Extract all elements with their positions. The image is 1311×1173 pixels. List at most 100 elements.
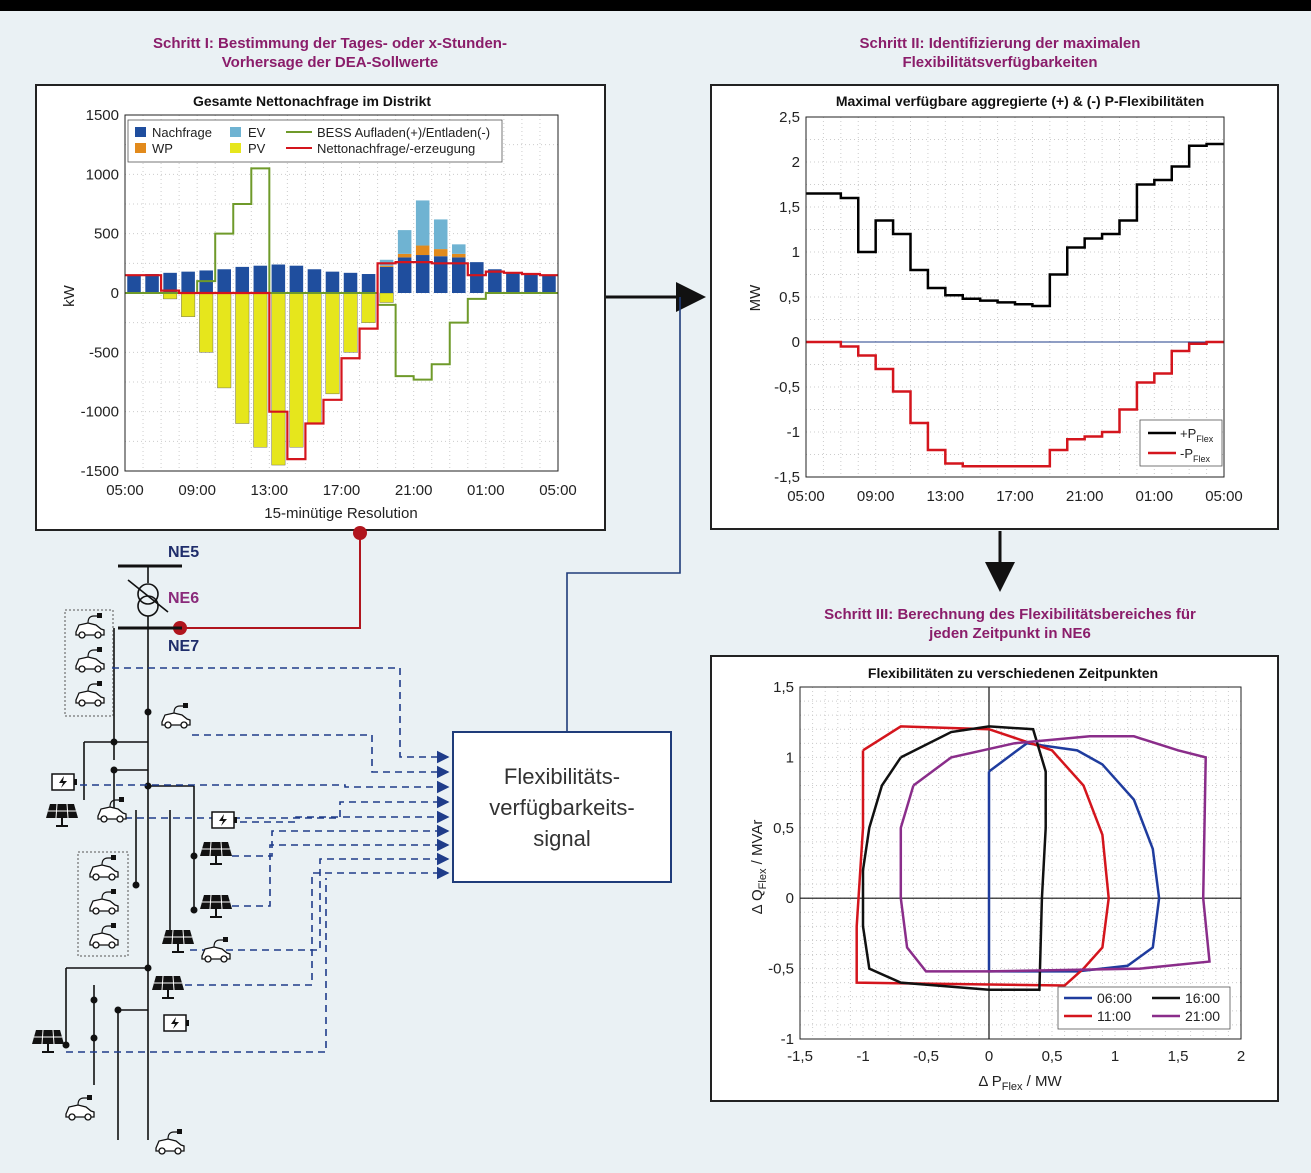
chart2-ytick-label: 1 xyxy=(792,244,800,261)
chart1-bar-pv xyxy=(235,292,250,424)
chart3-ylabel: Δ QFlex / MVAr xyxy=(749,820,769,915)
legend-pv-label: PV xyxy=(248,141,266,156)
chart1-bar-pv xyxy=(379,292,394,303)
chart2-ytick-label: -1,5 xyxy=(774,469,800,486)
ev-plug-head xyxy=(119,797,124,802)
step3-title-line2: jeden Zeitpunkt in NE6 xyxy=(929,625,1091,642)
solar-panel-icon xyxy=(200,894,232,918)
chart1-bar-nachfrage xyxy=(415,255,430,293)
chart3-xtick-label: -1 xyxy=(856,1048,869,1065)
chart3-xtick-label: 2 xyxy=(1237,1048,1245,1065)
chart1-xtick-label: 05:00 xyxy=(539,482,577,499)
legend-2100-label: 21:00 xyxy=(1185,1008,1220,1024)
ev-plug-head xyxy=(111,855,116,860)
ev-car-wheel xyxy=(94,665,102,673)
chart3-xtick-label: 1 xyxy=(1111,1048,1119,1065)
ev-car-wheel xyxy=(94,699,102,707)
chart1-xtick-label: 17:00 xyxy=(323,482,361,499)
ev-car-wheel xyxy=(204,955,212,963)
ev-car-icon xyxy=(89,855,119,881)
battery-terminal xyxy=(74,779,77,785)
ev-car-wheel xyxy=(78,665,86,673)
chart3-curve-1600 xyxy=(861,725,1047,991)
ev-car-icon xyxy=(161,703,191,729)
chart3-ylabel-main: Δ Q xyxy=(749,889,766,914)
chart1-bar-nachfrage xyxy=(127,275,141,293)
chart2-ytick-label: -0,5 xyxy=(774,379,800,396)
battery-icon xyxy=(163,1014,189,1032)
ev-car-wheel xyxy=(84,1113,92,1121)
chart1-bar-nachfrage xyxy=(145,274,159,293)
chart3-ytick-label: 0,5 xyxy=(773,820,794,837)
ev-plug-cable xyxy=(101,925,112,934)
ne6-label: NE6 xyxy=(168,590,200,607)
solar-panel-icon xyxy=(32,1029,64,1053)
chart1-bar-pv xyxy=(271,292,286,466)
ev-plug-head xyxy=(183,703,188,708)
chart1-ytick-label: -1500 xyxy=(81,463,119,480)
chart3-xtick-label: 1,5 xyxy=(1168,1048,1189,1065)
chart1-bar-ev xyxy=(452,244,466,254)
step3-title: Schritt III: Berechnung des Flexibilität… xyxy=(740,605,1280,643)
battery-terminal xyxy=(234,817,237,823)
flex-signal-line1: Flexibilitäts- xyxy=(503,763,621,789)
ev-group-frame-2 xyxy=(77,851,129,957)
junction-dots xyxy=(62,708,198,1049)
chart3-xtick-label: -0,5 xyxy=(913,1048,939,1065)
ev-plug-cable xyxy=(109,799,120,808)
ev-car-wheel xyxy=(164,721,172,729)
chart1-bar-ev xyxy=(397,230,412,254)
ev-car-icon xyxy=(155,1129,185,1155)
signal-link-line xyxy=(566,297,681,731)
chart1-bar-wp xyxy=(452,253,466,258)
ev-car-wheel xyxy=(108,873,116,881)
solar-panel-icon xyxy=(152,975,184,999)
chart2-max-flex: Maximal verfügbare aggregierte (+) & (-)… xyxy=(747,93,1243,505)
chart1-bar-pv xyxy=(307,292,322,424)
step1-title-line2: Vorhersage der DEA-Sollwerte xyxy=(221,54,439,71)
chart3-title: Flexibilitäten zu verschiedenen Zeitpunk… xyxy=(868,665,1158,681)
ev-car-icon xyxy=(75,613,105,639)
chart3-curve-1100 xyxy=(855,725,1110,987)
legend-ev-label: EV xyxy=(248,125,266,140)
chart1-bar-wp xyxy=(415,245,430,256)
battery-bolt xyxy=(219,814,227,826)
chart1-bar-wp xyxy=(397,253,412,258)
ev-car-wheel xyxy=(68,1113,76,1121)
ev-car-wheel xyxy=(220,955,228,963)
chart1-bar-pv xyxy=(325,292,340,395)
chart2-line-plus-flex xyxy=(806,142,1224,308)
battery-icon xyxy=(211,811,237,829)
chart2-xtick-label: 21:00 xyxy=(1066,488,1104,505)
chart2-line-minus-flex xyxy=(806,340,1224,468)
chart1-bar-nachfrage xyxy=(235,266,250,293)
ev-plug-head xyxy=(111,923,116,928)
flex-signal-line2: verfügbarkeits- xyxy=(489,794,635,820)
chart1-bar-nachfrage xyxy=(470,262,484,293)
chart1-bar-ev xyxy=(433,219,448,250)
chart1-bar-nachfrage xyxy=(397,257,412,293)
chart1-bar-nachfrage xyxy=(542,275,556,293)
chart1-xtick-label: 13:00 xyxy=(251,482,289,499)
chart1-legend: Nachfrage WP EV PV BESS Aufladen(+)/Entl… xyxy=(127,119,503,163)
chart1-xtick-label: 05:00 xyxy=(106,482,144,499)
chart2-ytick-label: 0 xyxy=(792,334,800,351)
legend-0600-label: 06:00 xyxy=(1097,990,1132,1006)
step2-title: Schritt II: Identifizierung der maximale… xyxy=(740,34,1260,72)
solar-panel-icon xyxy=(200,841,232,865)
ne5-label: NE5 xyxy=(168,544,200,561)
chart2-title: Maximal verfügbare aggregierte (+) & (-)… xyxy=(836,93,1204,109)
chart1-bar-nachfrage xyxy=(217,269,231,293)
legend-ev-swatch xyxy=(230,127,241,137)
chart1-bar-nachfrage xyxy=(163,272,177,293)
chart3-ytick-label: 1 xyxy=(786,749,794,766)
chart1-line-bess xyxy=(125,167,558,381)
chart1-xlabel: 15-minütige Resolution xyxy=(264,505,417,522)
chart1-bar-wp xyxy=(433,249,448,257)
chart3-pq-flex: Flexibilitäten zu verschiedenen Zeitpunk… xyxy=(749,665,1245,1093)
ev-car-icon xyxy=(75,681,105,707)
step1-title: Schritt I: Bestimmung der Tages- oder x-… xyxy=(90,34,570,72)
chart2-ytick-label: 2,5 xyxy=(779,109,800,126)
chart1-xtick-label: 09:00 xyxy=(178,482,216,499)
chart1-ylabel: kW xyxy=(61,284,78,307)
